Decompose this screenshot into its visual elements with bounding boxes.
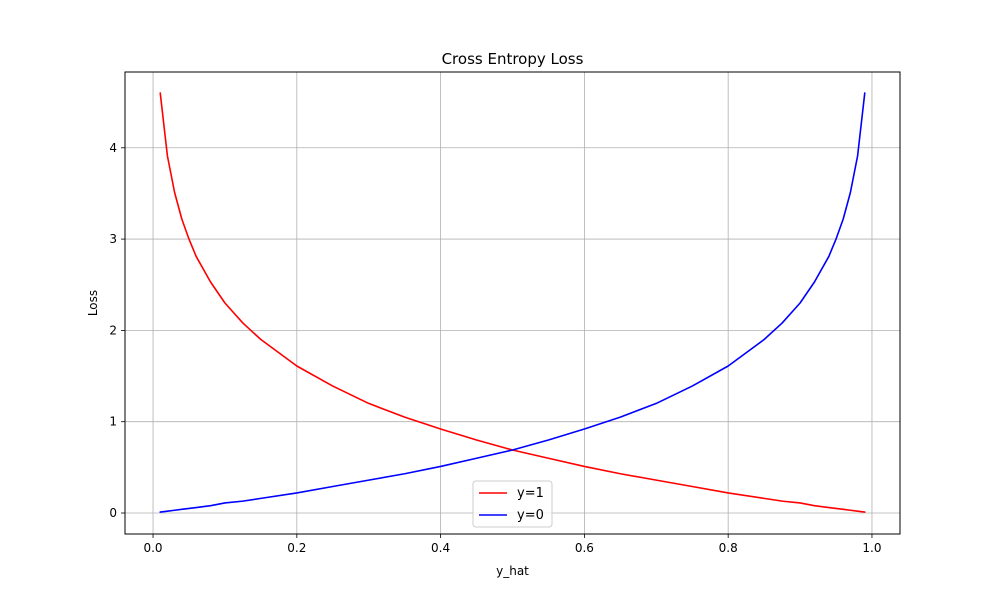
y-tick-label: 1	[109, 415, 117, 429]
y-axis-ticks: 0 1 2 3 4	[109, 141, 125, 520]
legend-label-y1: y=1	[517, 486, 544, 501]
y-axis-label: Loss	[86, 290, 100, 316]
x-tick-label: 0.2	[287, 541, 306, 555]
x-tick-label: 0.6	[575, 541, 594, 555]
legend: y=1 y=0	[472, 480, 553, 528]
x-tick-label: 1.0	[862, 541, 881, 555]
y-tick-label: 2	[109, 323, 117, 337]
axes-frame	[124, 71, 901, 535]
plot-area	[125, 72, 900, 534]
x-axis-ticks: 0.0 0.2 0.4 0.6 0.8 1.0	[143, 534, 882, 555]
x-tick-label: 0.4	[431, 541, 450, 555]
y-tick-label: 4	[109, 141, 117, 155]
y-tick-label: 0	[109, 506, 117, 520]
chart-title: Cross Entropy Loss	[442, 50, 584, 68]
series-line-y0	[159, 92, 866, 513]
y-tick-label: 3	[109, 232, 117, 246]
grid	[125, 72, 900, 534]
series-lines	[159, 92, 866, 513]
x-tick-label: 0.8	[719, 541, 738, 555]
x-tick-label: 0.0	[143, 541, 162, 555]
x-axis-label: y_hat	[496, 564, 529, 578]
legend-label-y0: y=0	[517, 508, 544, 523]
